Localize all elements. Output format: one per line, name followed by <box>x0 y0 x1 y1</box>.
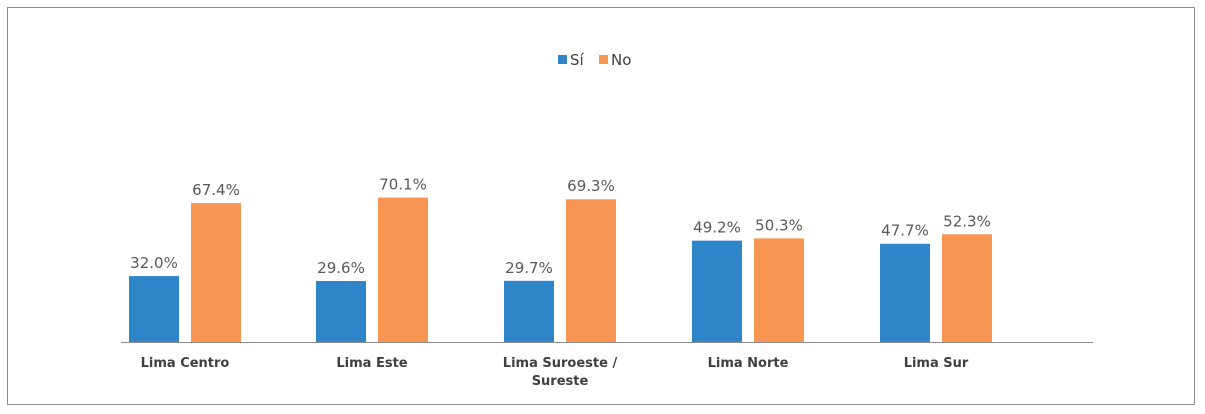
bar-no-4 <box>942 234 992 342</box>
bar-no-2 <box>566 199 616 342</box>
data-label-si-1: 29.6% <box>317 259 365 277</box>
legend-swatch-no <box>599 55 608 64</box>
data-label-no-3: 50.3% <box>755 216 803 234</box>
value-labels: 32.0% 67.4% 29.6% 70.1% 29.7% 69.3% 49.2% 50.3%… <box>130 176 991 277</box>
legend: Sí No <box>558 51 631 69</box>
data-label-no-2: 69.3% <box>567 177 615 195</box>
bar-no-0 <box>191 203 241 342</box>
data-label-si-0: 32.0% <box>130 254 178 272</box>
bar-no-1 <box>378 197 428 342</box>
category-label-line: Lima Centro <box>141 356 230 371</box>
legend-label-si: Sí <box>570 51 585 69</box>
data-label-no-4: 52.3% <box>943 212 991 230</box>
bar-si-1 <box>316 281 366 342</box>
category-label-1: Lima Este <box>336 356 407 371</box>
bar-no-3 <box>754 238 804 342</box>
data-label-si-3: 49.2% <box>693 219 741 237</box>
category-label-line: Sureste <box>532 374 589 389</box>
category-label-line: Lima Sur <box>904 356 969 371</box>
category-label-2: Lima Suroeste / Sureste <box>503 356 618 389</box>
category-label-0: Lima Centro <box>141 356 230 371</box>
bar-si-3 <box>692 240 742 342</box>
category-label-line: Lima Norte <box>708 356 789 371</box>
chart-frame: Sí No 32.0% 67.4% 29.6% 70.1% 29.7% 69.3% 49.2%… <box>7 7 1195 405</box>
category-label-line: Lima Suroeste / <box>503 356 618 371</box>
bars <box>129 197 992 342</box>
data-label-si-2: 29.7% <box>505 259 553 277</box>
category-label-4: Lima Sur <box>904 356 969 371</box>
category-label-line: Lima Este <box>336 356 407 371</box>
legend-label-no: No <box>611 51 631 69</box>
bar-si-0 <box>129 276 179 342</box>
data-label-no-0: 67.4% <box>192 181 240 199</box>
data-label-si-4: 47.7% <box>881 222 929 240</box>
legend-swatch-si <box>558 55 567 64</box>
bar-chart: Sí No 32.0% 67.4% 29.6% 70.1% 29.7% 69.3% 49.2%… <box>121 51 1093 389</box>
data-label-no-1: 70.1% <box>379 176 427 194</box>
category-labels: Lima Centro Lima Este Lima Suroeste / Sures… <box>141 356 969 389</box>
category-label-3: Lima Norte <box>708 356 789 371</box>
bar-si-2 <box>504 280 554 342</box>
bar-si-4 <box>880 243 930 342</box>
